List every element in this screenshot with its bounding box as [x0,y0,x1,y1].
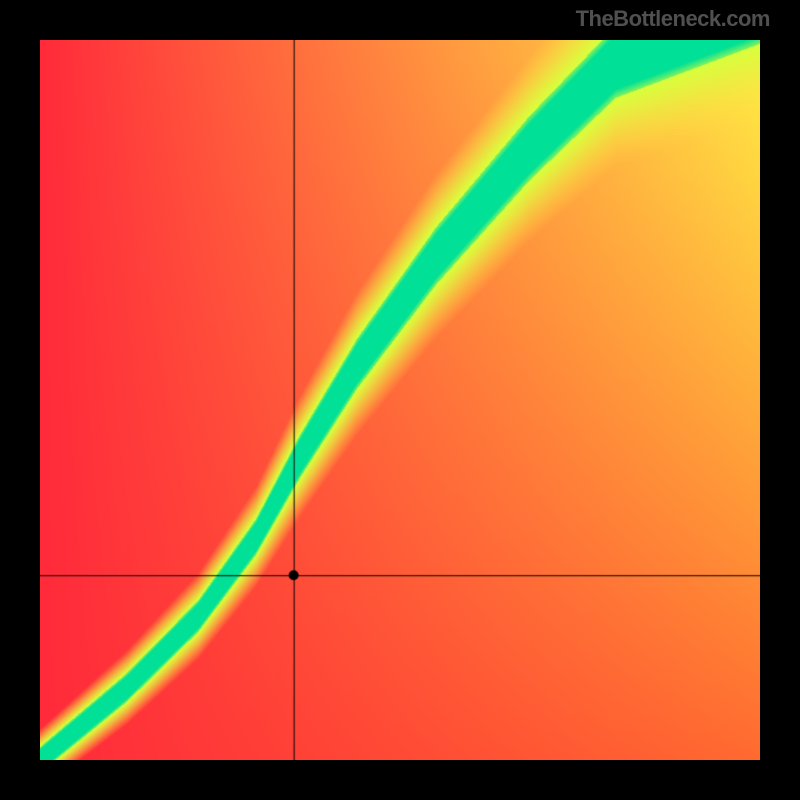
watermark-text: TheBottleneck.com [576,6,770,32]
overlay-canvas [40,40,760,760]
chart-container: TheBottleneck.com [0,0,800,800]
